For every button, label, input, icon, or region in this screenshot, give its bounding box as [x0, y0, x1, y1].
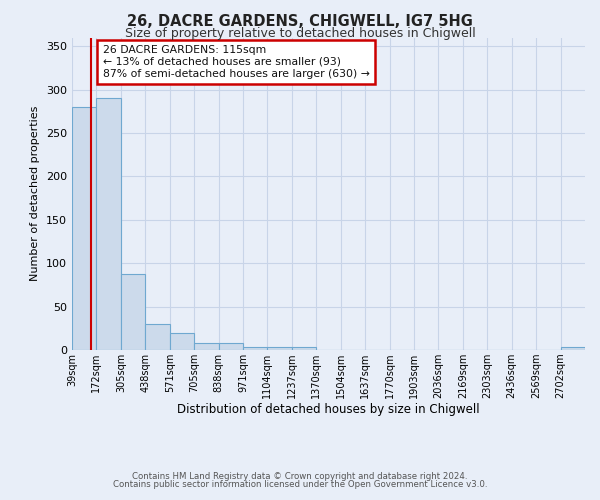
Text: Size of property relative to detached houses in Chigwell: Size of property relative to detached ho… — [125, 28, 475, 40]
Bar — [145, 324, 170, 350]
Bar — [243, 346, 268, 350]
Bar — [560, 346, 585, 350]
Bar — [268, 346, 292, 350]
Text: 26 DACRE GARDENS: 115sqm
← 13% of detached houses are smaller (93)
87% of semi-d: 26 DACRE GARDENS: 115sqm ← 13% of detach… — [103, 46, 370, 78]
Text: Contains public sector information licensed under the Open Government Licence v3: Contains public sector information licen… — [113, 480, 487, 489]
Text: Contains HM Land Registry data © Crown copyright and database right 2024.: Contains HM Land Registry data © Crown c… — [132, 472, 468, 481]
Bar — [121, 274, 145, 350]
X-axis label: Distribution of detached houses by size in Chigwell: Distribution of detached houses by size … — [177, 402, 480, 415]
Bar — [72, 107, 97, 350]
Bar — [194, 343, 218, 350]
Y-axis label: Number of detached properties: Number of detached properties — [31, 106, 40, 282]
Bar — [218, 343, 243, 350]
Bar — [292, 346, 316, 350]
Bar — [97, 98, 121, 350]
Bar — [170, 332, 194, 350]
Text: 26, DACRE GARDENS, CHIGWELL, IG7 5HG: 26, DACRE GARDENS, CHIGWELL, IG7 5HG — [127, 14, 473, 29]
